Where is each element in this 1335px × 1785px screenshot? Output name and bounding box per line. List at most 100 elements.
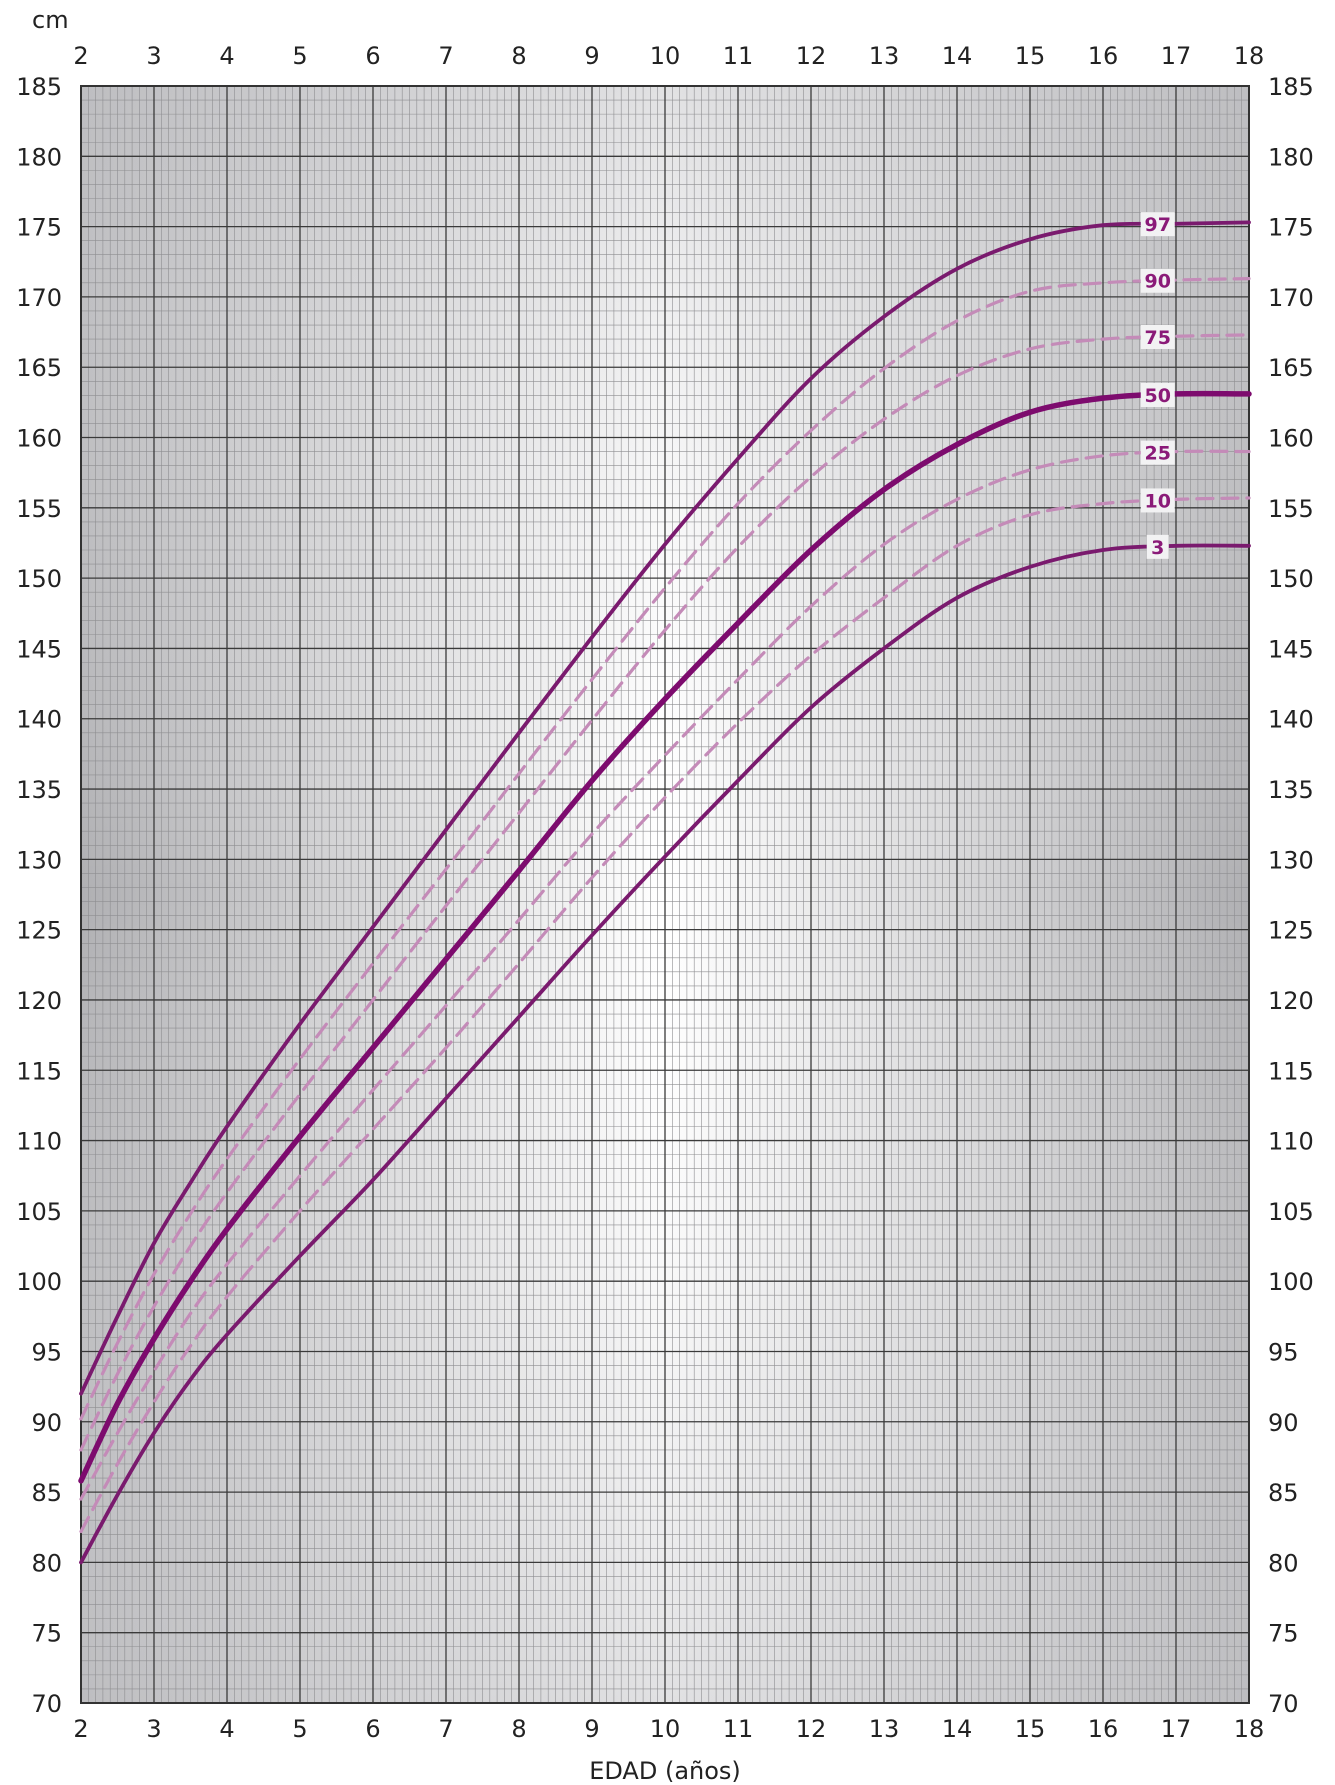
x-tick-label-bottom: 6 bbox=[365, 1715, 380, 1743]
y-tick-label-right: 110 bbox=[1268, 1128, 1314, 1156]
y-tick-label-left: 115 bbox=[16, 1057, 62, 1085]
y-tick-label-right: 170 bbox=[1268, 284, 1314, 312]
y-tick-label-right: 140 bbox=[1268, 706, 1314, 734]
plot-frame bbox=[80, 85, 1250, 1704]
x-tick-label-bottom: 16 bbox=[1088, 1715, 1119, 1743]
axis-ticks: 2 2 3 3 4 4 5 5 6 6 7 7 8 8 9 9 10 10 11 11 12 12 13 13 14 14 15 15… bbox=[16, 42, 1314, 1743]
x-tick-label-bottom: 2 bbox=[73, 1715, 88, 1743]
x-tick-label-bottom: 11 bbox=[723, 1715, 754, 1743]
x-tick-label-top: 5 bbox=[292, 42, 307, 70]
y-tick-label-left: 180 bbox=[16, 143, 62, 171]
x-tick-label-top: 15 bbox=[1015, 42, 1046, 70]
x-tick-label-top: 3 bbox=[146, 42, 161, 70]
percentile-75-label-bg bbox=[1140, 324, 1175, 349]
percentile-97-curve bbox=[79, 220, 1251, 1396]
x-tick-label-top: 17 bbox=[1161, 42, 1192, 70]
y-tick-label-right: 160 bbox=[1268, 425, 1314, 453]
x-tick-label-bottom: 17 bbox=[1161, 1715, 1192, 1743]
percentile-50-label-bg bbox=[1140, 382, 1175, 407]
percentile-75-curve bbox=[79, 333, 1251, 1452]
y-tick-label-left: 70 bbox=[31, 1690, 62, 1718]
x-tick-label-top: 13 bbox=[869, 42, 900, 70]
y-tick-label-right: 80 bbox=[1268, 1549, 1299, 1577]
percentile-10-curve bbox=[79, 496, 1251, 1534]
x-tick-label-top: 11 bbox=[723, 42, 754, 70]
y-tick-label-left: 175 bbox=[16, 214, 62, 242]
x-tick-label-bottom: 9 bbox=[584, 1715, 599, 1743]
percentile-97-label-bg bbox=[1140, 212, 1175, 237]
y-tick-label-right: 150 bbox=[1268, 565, 1314, 593]
percentile-50-label: 50 bbox=[1145, 385, 1171, 407]
x-tick-label-top: 4 bbox=[219, 42, 234, 70]
y-tick-label-left: 165 bbox=[16, 354, 62, 382]
grid-minor bbox=[81, 86, 1249, 1703]
y-tick-label-left: 130 bbox=[16, 846, 62, 874]
y-tick-label-right: 95 bbox=[1268, 1338, 1299, 1366]
y-tick-label-left: 100 bbox=[16, 1268, 62, 1296]
y-tick-label-left: 170 bbox=[16, 284, 62, 312]
y-tick-label-right: 145 bbox=[1268, 635, 1314, 663]
y-tick-label-right: 100 bbox=[1268, 1268, 1314, 1296]
y-tick-label-right: 115 bbox=[1268, 1057, 1314, 1085]
y-tick-label-right: 135 bbox=[1268, 776, 1314, 804]
y-tick-label-left: 185 bbox=[16, 73, 62, 101]
percentile-3-label-bg bbox=[1146, 534, 1169, 559]
percentile-50-curve bbox=[78, 390, 1252, 1484]
y-tick-label-right: 105 bbox=[1268, 1198, 1314, 1226]
y-tick-label-right: 75 bbox=[1268, 1620, 1299, 1648]
x-tick-label-top: 10 bbox=[650, 42, 681, 70]
percentile-labels: 97 90 75 50 25 10 3 bbox=[1140, 212, 1175, 559]
x-tick-label-top: 2 bbox=[73, 42, 88, 70]
x-tick-label-top: 18 bbox=[1234, 42, 1265, 70]
x-tick-label-bottom: 3 bbox=[146, 1715, 161, 1743]
percentile-25-curve bbox=[79, 449, 1251, 1501]
x-tick-label-top: 6 bbox=[365, 42, 380, 70]
percentile-25-label-bg bbox=[1140, 440, 1175, 465]
percentile-curves bbox=[78, 220, 1252, 1565]
y-tick-label-left: 85 bbox=[31, 1479, 62, 1507]
x-tick-label-bottom: 14 bbox=[942, 1715, 973, 1743]
y-tick-label-left: 110 bbox=[16, 1128, 62, 1156]
y-tick-label-left: 145 bbox=[16, 635, 62, 663]
y-tick-label-right: 175 bbox=[1268, 214, 1314, 242]
y-tick-label-left: 150 bbox=[16, 565, 62, 593]
y-tick-label-left: 140 bbox=[16, 706, 62, 734]
x-axis-title: EDAD (años) bbox=[589, 1757, 741, 1785]
y-tick-label-right: 120 bbox=[1268, 987, 1314, 1015]
percentile-90-label: 90 bbox=[1145, 271, 1171, 293]
y-tick-label-left: 90 bbox=[31, 1409, 62, 1437]
x-tick-label-bottom: 18 bbox=[1234, 1715, 1265, 1743]
x-tick-label-top: 9 bbox=[584, 42, 599, 70]
y-tick-label-left: 160 bbox=[16, 425, 62, 453]
y-tick-label-right: 125 bbox=[1268, 917, 1314, 945]
x-tick-label-top: 16 bbox=[1088, 42, 1119, 70]
y-tick-label-right: 165 bbox=[1268, 354, 1314, 382]
y-tick-label-left: 95 bbox=[31, 1338, 62, 1366]
x-tick-label-top: 12 bbox=[796, 42, 827, 70]
y-tick-label-left: 135 bbox=[16, 776, 62, 804]
y-tick-label-right: 180 bbox=[1268, 143, 1314, 171]
y-tick-label-right: 90 bbox=[1268, 1409, 1299, 1437]
percentile-97-label: 97 bbox=[1145, 214, 1171, 236]
y-tick-label-right: 130 bbox=[1268, 846, 1314, 874]
percentile-10-label: 10 bbox=[1145, 490, 1171, 512]
y-tick-label-left: 120 bbox=[16, 987, 62, 1015]
y-tick-label-right: 70 bbox=[1268, 1690, 1299, 1718]
percentile-90-curve bbox=[79, 277, 1251, 1421]
x-tick-label-top: 8 bbox=[511, 42, 526, 70]
x-tick-label-bottom: 13 bbox=[869, 1715, 900, 1743]
x-tick-label-bottom: 8 bbox=[511, 1715, 526, 1743]
y-tick-label-right: 85 bbox=[1268, 1479, 1299, 1507]
percentile-25-label: 25 bbox=[1145, 443, 1171, 465]
y-tick-label-left: 125 bbox=[16, 917, 62, 945]
x-tick-label-bottom: 12 bbox=[796, 1715, 827, 1743]
y-axis-title: cm bbox=[32, 6, 69, 34]
x-tick-label-top: 7 bbox=[438, 42, 453, 70]
y-tick-label-right: 155 bbox=[1268, 495, 1314, 523]
x-tick-label-bottom: 4 bbox=[219, 1715, 234, 1743]
y-tick-label-left: 155 bbox=[16, 495, 62, 523]
percentile-10-label-bg bbox=[1140, 488, 1175, 513]
percentile-3-label: 3 bbox=[1151, 537, 1164, 559]
